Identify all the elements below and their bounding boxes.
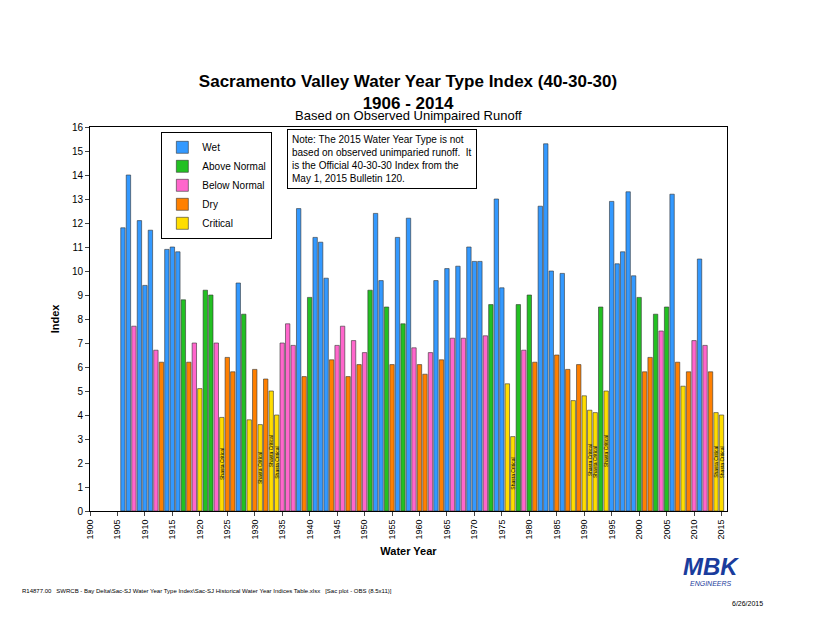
svg-text:8: 8	[77, 314, 83, 325]
svg-text:13: 13	[72, 194, 84, 205]
svg-text:Shasta Critical: Shasta Critical	[713, 446, 719, 478]
svg-text:Shasta Critical: Shasta Critical	[257, 452, 263, 484]
svg-text:15: 15	[72, 146, 84, 157]
svg-text:0: 0	[77, 506, 83, 517]
svg-text:Water Year: Water Year	[380, 545, 437, 557]
svg-text:Shasta Critical: Shasta Critical	[268, 435, 274, 467]
svg-text:2: 2	[77, 458, 83, 469]
svg-text:9: 9	[77, 290, 83, 301]
svg-text:14: 14	[72, 170, 84, 181]
svg-text:1905: 1905	[112, 520, 122, 540]
svg-text:Above Normal: Above Normal	[202, 161, 265, 172]
svg-text:1930: 1930	[250, 520, 260, 540]
svg-text:Shasta Critical: Shasta Critical	[587, 444, 593, 476]
svg-text:Note: The 2015 Water Year Type: Note: The 2015 Water Year Type is notbas…	[292, 134, 472, 184]
svg-text:1910: 1910	[140, 520, 150, 540]
svg-text:2015: 2015	[716, 520, 726, 540]
svg-text:1970: 1970	[469, 520, 479, 540]
svg-text:Shasta Critical: Shasta Critical	[592, 446, 598, 478]
svg-text:7: 7	[77, 338, 83, 349]
svg-text:1915: 1915	[167, 520, 177, 540]
svg-text:Wet: Wet	[202, 142, 220, 153]
svg-text:1960: 1960	[414, 520, 424, 540]
svg-text:2000: 2000	[634, 520, 644, 540]
svg-text:Shasta Critical: Shasta Critical	[603, 435, 609, 467]
svg-text:1900: 1900	[85, 520, 95, 540]
svg-text:Critical: Critical	[202, 218, 233, 229]
svg-text:1995: 1995	[607, 520, 617, 540]
svg-text:1965: 1965	[442, 520, 452, 540]
svg-text:1990: 1990	[579, 520, 589, 540]
svg-text:Shasta Critical: Shasta Critical	[510, 457, 516, 489]
svg-text:Shasta Critical: Shasta Critical	[274, 446, 280, 478]
svg-text:Dry: Dry	[202, 199, 218, 210]
svg-text:3: 3	[77, 434, 83, 445]
svg-text:Shasta Critical: Shasta Critical	[219, 448, 225, 480]
svg-text:R14877.00 SWRCB - Bay Delta\: R14877.00 SWRCB - Bay Delta\Sac-SJ Water…	[22, 588, 392, 594]
svg-text:10: 10	[72, 266, 84, 277]
svg-text:6/26/2015: 6/26/2015	[732, 600, 763, 607]
svg-text:1975: 1975	[497, 520, 507, 540]
svg-text:6: 6	[77, 362, 83, 373]
svg-text:2005: 2005	[662, 520, 672, 540]
svg-text:1: 1	[77, 482, 83, 493]
svg-text:1920: 1920	[195, 520, 205, 540]
svg-text:Index: Index	[49, 304, 61, 334]
svg-text:1950: 1950	[359, 520, 369, 540]
svg-text:1980: 1980	[524, 520, 534, 540]
svg-text:MBK: MBK	[683, 553, 739, 580]
svg-text:Sacramento Valley Water Year T: Sacramento Valley Water Year Type Index …	[199, 72, 617, 113]
svg-text:11: 11	[73, 242, 84, 253]
svg-text:1940: 1940	[305, 520, 315, 540]
svg-text:1925: 1925	[222, 520, 232, 540]
svg-text:1935: 1935	[277, 520, 287, 540]
svg-text:2010: 2010	[689, 520, 699, 540]
svg-text:ENGINEERS: ENGINEERS	[690, 580, 732, 587]
svg-text:1945: 1945	[332, 520, 342, 540]
svg-text:12: 12	[72, 218, 84, 229]
svg-text:5: 5	[77, 386, 83, 397]
svg-text:4: 4	[77, 410, 83, 421]
svg-text:Based on Observed Unimpaired R: Based on Observed Unimpaired Runoff	[295, 108, 522, 123]
svg-text:Shasta Critical: Shasta Critical	[719, 446, 725, 478]
svg-text:16: 16	[72, 122, 84, 133]
svg-text:Below Normal: Below Normal	[202, 180, 264, 191]
svg-text:1985: 1985	[552, 520, 562, 540]
svg-text:1955: 1955	[387, 520, 397, 540]
